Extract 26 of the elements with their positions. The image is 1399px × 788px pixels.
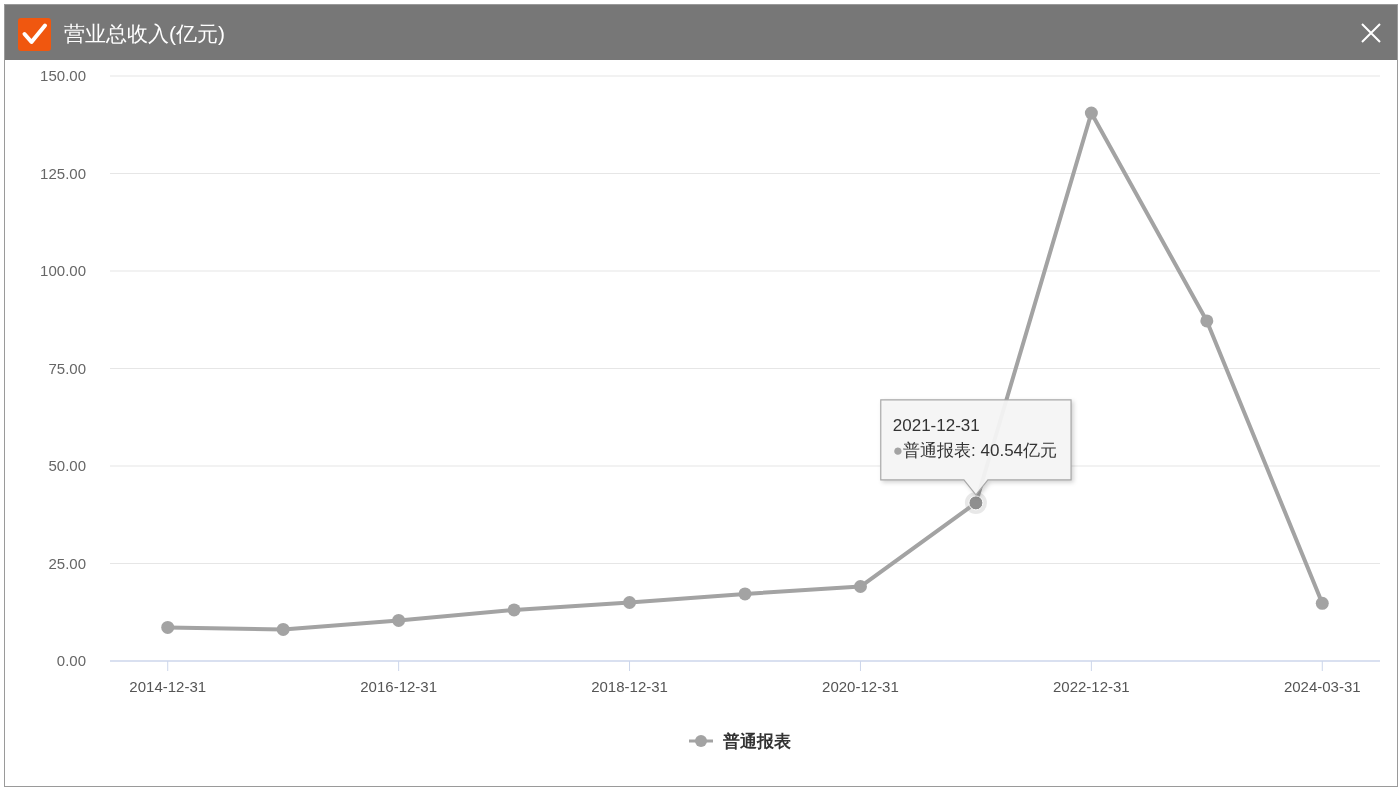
point <box>738 587 752 601</box>
y-tick-label: 100.00 <box>40 262 86 279</box>
x-tick-label: 2024-03-31 <box>1283 678 1361 695</box>
point <box>623 596 637 609</box>
legend-label: 普通报表 <box>722 731 792 751</box>
y-tick-label: 150.00 <box>40 67 86 84</box>
annotation: 2021-12-31 ●普通报表: 40.54亿元 <box>892 415 1058 460</box>
x-tick-label: 2022-12-31 <box>1053 678 1130 695</box>
point <box>276 622 290 636</box>
y-tick-label: 125.00 <box>40 164 86 182</box>
point <box>1315 596 1329 610</box>
x-tick-label: 2020-12-31 <box>822 678 899 695</box>
point <box>1084 106 1098 120</box>
x-tick-label: 2014-12-31 <box>129 678 207 695</box>
point <box>853 580 867 594</box>
point <box>507 603 521 617</box>
chart-title: 营业总收入(亿元) <box>64 22 225 45</box>
point <box>161 620 175 634</box>
x-tick-label: 2018-12-31 <box>591 678 668 695</box>
y-tick-label: 0.00 <box>56 652 86 669</box>
y-tick-label: 75.00 <box>48 359 86 377</box>
x-tick-label: 2016-12-31 <box>360 678 437 695</box>
point <box>392 613 406 627</box>
y-tick-label: 25.00 <box>48 554 86 572</box>
y-tick-label: 50.00 <box>48 457 86 474</box>
point <box>1200 314 1214 328</box>
